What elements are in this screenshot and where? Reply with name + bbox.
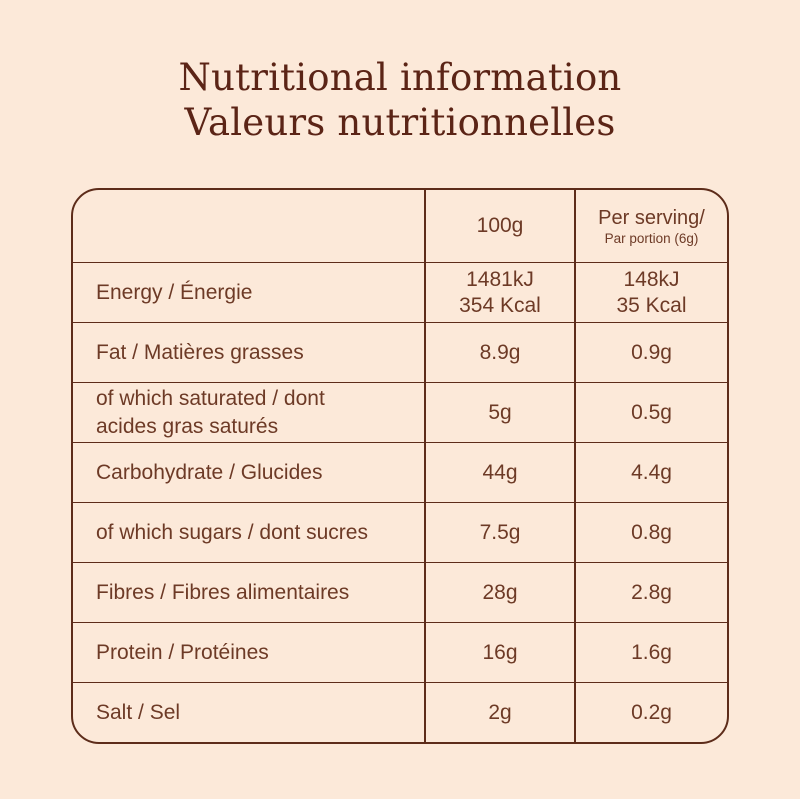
- page-title: Nutritional information Valeurs nutritio…: [0, 0, 800, 145]
- value-per-100g: 5g: [424, 383, 574, 442]
- table-row-salt: Salt / Sel 2g 0.2g: [73, 682, 727, 742]
- value-per-serving: 1.6g: [574, 623, 727, 682]
- header-par-portion-label: Par portion (6g): [604, 230, 699, 246]
- page-title-line-en: Nutritional information: [178, 56, 622, 99]
- value-per-100g: 16g: [424, 623, 574, 682]
- value-per-serving: 4.4g: [574, 443, 727, 502]
- nutrient-label: Protein / Protéines: [96, 640, 269, 664]
- value-per-100g: 1481kJ 354 Kcal: [424, 263, 574, 322]
- nutrient-label: Carbohydrate / Glucides: [96, 460, 323, 484]
- nutrient-label: of which sugars / dont sucres: [96, 520, 368, 544]
- table-row-fibres: Fibres / Fibres alimentaires 28g 2.8g: [73, 562, 727, 622]
- nutrient-label: of which saturated / dont acides gras sa…: [96, 386, 325, 438]
- value-per-100g: 28g: [424, 563, 574, 622]
- nutrient-label: Energy / Énergie: [96, 280, 253, 304]
- value-per-serving: 148kJ 35 Kcal: [574, 263, 727, 322]
- nutrient-label: Fat / Matières grasses: [96, 340, 304, 364]
- value-per-serving: 0.9g: [574, 323, 727, 382]
- value-per-serving: 2.8g: [574, 563, 727, 622]
- value-per-100g: 7.5g: [424, 503, 574, 562]
- nutrition-table: 100g Per serving/ Par portion (6g) Energ…: [71, 188, 729, 744]
- header-100g-cell: 100g: [424, 190, 574, 262]
- table-row-carbohydrate: Carbohydrate / Glucides 44g 4.4g: [73, 442, 727, 502]
- table-header-row: 100g Per serving/ Par portion (6g): [73, 190, 727, 262]
- header-per-serving-label: Per serving/: [598, 206, 705, 229]
- table-row-saturated: of which saturated / dont acides gras sa…: [73, 382, 727, 442]
- value-per-100g: 8.9g: [424, 323, 574, 382]
- table-row-fat: Fat / Matières grasses 8.9g 0.9g: [73, 322, 727, 382]
- value-per-100g: 2g: [424, 683, 574, 742]
- page-title-line-fr: Valeurs nutritionnelles: [184, 101, 616, 144]
- value-per-serving: 0.8g: [574, 503, 727, 562]
- header-per-serving-cell: Per serving/ Par portion (6g): [574, 190, 727, 262]
- header-100g-label: 100g: [476, 214, 524, 237]
- value-per-serving: 0.2g: [574, 683, 727, 742]
- nutrient-label: Fibres / Fibres alimentaires: [96, 580, 350, 604]
- nutrient-label: Salt / Sel: [96, 700, 181, 724]
- table-row-protein: Protein / Protéines 16g 1.6g: [73, 622, 727, 682]
- table-row-energy: Energy / Énergie 1481kJ 354 Kcal 148kJ 3…: [73, 262, 727, 322]
- value-per-100g: 44g: [424, 443, 574, 502]
- header-empty-cell: [73, 190, 424, 262]
- value-per-serving: 0.5g: [574, 383, 727, 442]
- table-row-sugars: of which sugars / dont sucres 7.5g 0.8g: [73, 502, 727, 562]
